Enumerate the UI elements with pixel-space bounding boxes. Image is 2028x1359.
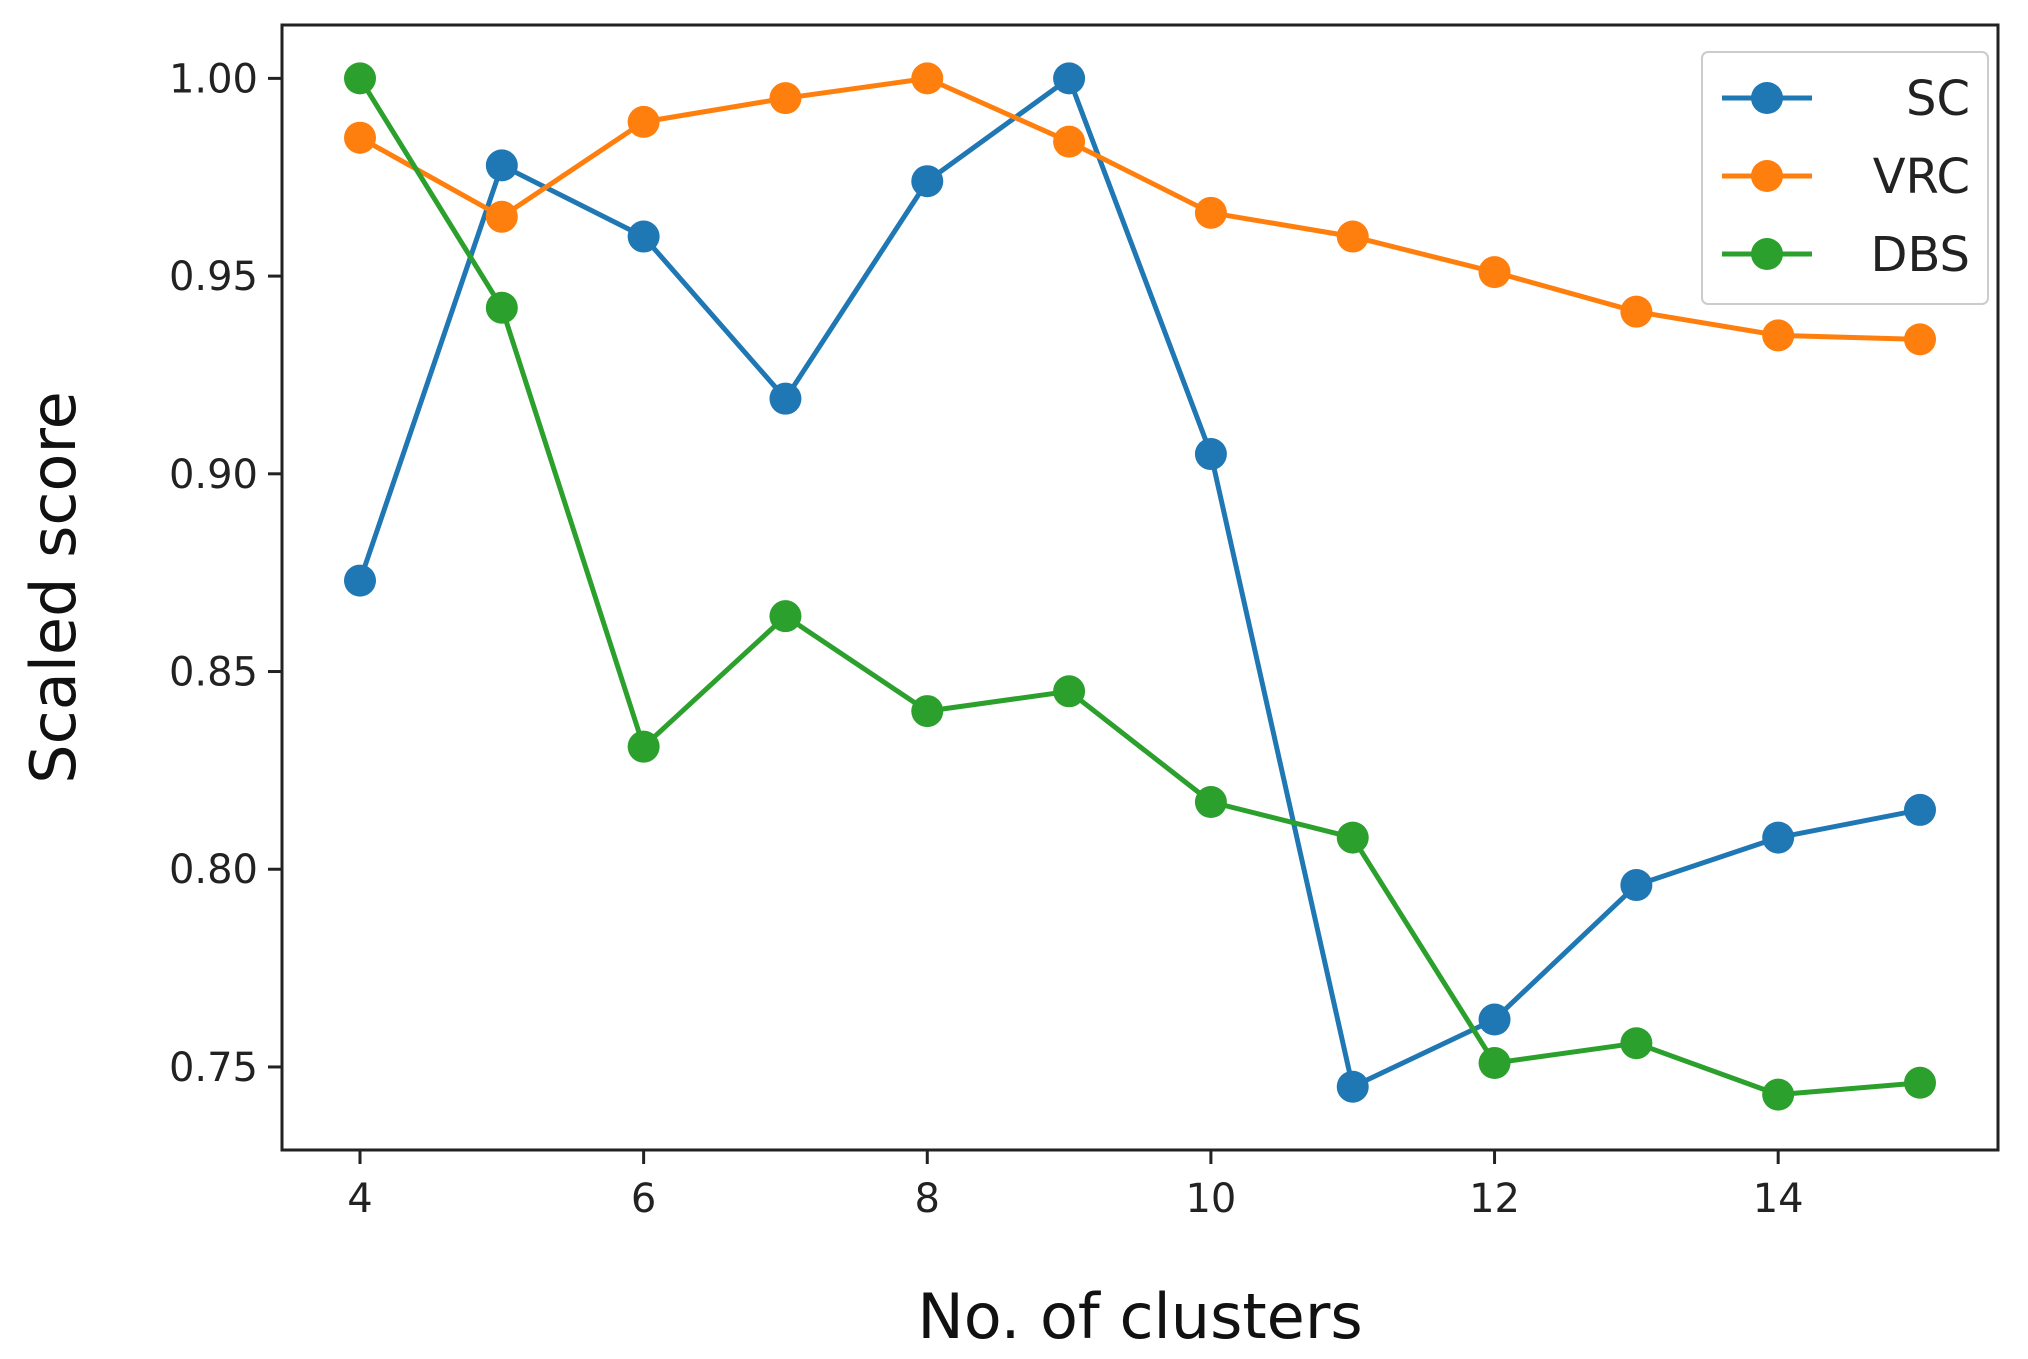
series-dbs-point [485, 291, 518, 324]
x-tick-label: 4 [347, 1176, 372, 1222]
x-axis-ticks: 4 6 8 10 12 14 [347, 1150, 1804, 1222]
series-vrc-point [1620, 295, 1653, 328]
y-tick-label: 0.80 [169, 847, 258, 893]
series-vrc-point [627, 105, 660, 138]
series-sc-point [627, 220, 660, 253]
y-axis-ticks: 0.75 0.80 0.85 0.90 0.95 1.00 [169, 56, 282, 1091]
series-vrc [344, 62, 1936, 356]
x-tick-label: 8 [915, 1176, 940, 1222]
series-sc-point [344, 564, 376, 597]
series-dbs-point [1904, 1066, 1936, 1099]
legend-item-sc: SC [1722, 71, 1970, 127]
legend-item-vrc: VRC [1722, 149, 1970, 205]
series-dbs-point [1053, 675, 1086, 708]
series-dbs-point [627, 730, 660, 763]
x-tick-label: 14 [1753, 1176, 1804, 1222]
series-sc-point [1336, 1070, 1369, 1103]
series-vrc-point [1762, 319, 1795, 352]
series-layer [344, 62, 1936, 1111]
legend-label: SC [1906, 71, 1970, 127]
legend-swatch-marker [1751, 160, 1783, 192]
series-dbs-point [769, 600, 802, 633]
series-sc-point [1620, 869, 1653, 902]
x-axis-title: No. of clusters [917, 1280, 1362, 1353]
series-sc-point [1762, 821, 1795, 854]
y-tick-label: 0.90 [169, 452, 258, 498]
series-sc-point [1053, 62, 1086, 95]
y-tick-label: 0.75 [169, 1045, 258, 1091]
y-tick-label: 0.95 [169, 254, 258, 300]
series-vrc-point [769, 82, 802, 115]
legend-swatch-marker [1751, 238, 1783, 270]
y-tick-label: 0.85 [169, 650, 258, 696]
plot-frame [280, 23, 2000, 1152]
series-sc-line [357, 75, 1921, 1090]
legend-label: VRC [1873, 149, 1970, 205]
legend-item-dbs: DBS [1722, 227, 1970, 283]
series-sc-point [485, 149, 518, 182]
series-dbs-point [1762, 1078, 1795, 1111]
series-sc-point [1904, 793, 1936, 826]
series-dbs-line [357, 77, 1921, 1098]
series-vrc-point [1194, 196, 1227, 229]
series-dbs-point [1478, 1047, 1511, 1080]
series-dbs-point [1620, 1027, 1653, 1060]
series-vrc-point [1336, 220, 1369, 253]
x-tick-label: 10 [1185, 1176, 1236, 1222]
series-vrc-point [1478, 256, 1511, 289]
series-vrc-line [358, 75, 1921, 342]
y-tick-label: 1.00 [169, 56, 258, 102]
series-vrc-point [1904, 323, 1936, 356]
series-vrc-point [485, 200, 518, 233]
legend: SC VRC DBS [1701, 51, 1989, 305]
series-sc-point [1194, 438, 1227, 471]
x-tick-label: 12 [1469, 1176, 1520, 1222]
series-vrc-point [1053, 125, 1086, 158]
series-sc-point [1478, 1003, 1511, 1036]
legend-label: DBS [1870, 227, 1970, 283]
series-sc [344, 62, 1936, 1103]
series-dbs-point [1194, 786, 1227, 819]
series-sc-point [769, 382, 802, 415]
y-axis-title: Scaled score [17, 391, 90, 783]
series-dbs-point [344, 62, 376, 95]
legend-swatch-marker [1751, 82, 1783, 114]
series-dbs-point [911, 695, 944, 728]
series-vrc-point [911, 62, 944, 95]
x-tick-label: 6 [631, 1176, 656, 1222]
series-sc-point [911, 165, 944, 198]
series-vrc-point [344, 121, 376, 154]
series-dbs [344, 62, 1936, 1111]
series-dbs-point [1336, 821, 1369, 854]
